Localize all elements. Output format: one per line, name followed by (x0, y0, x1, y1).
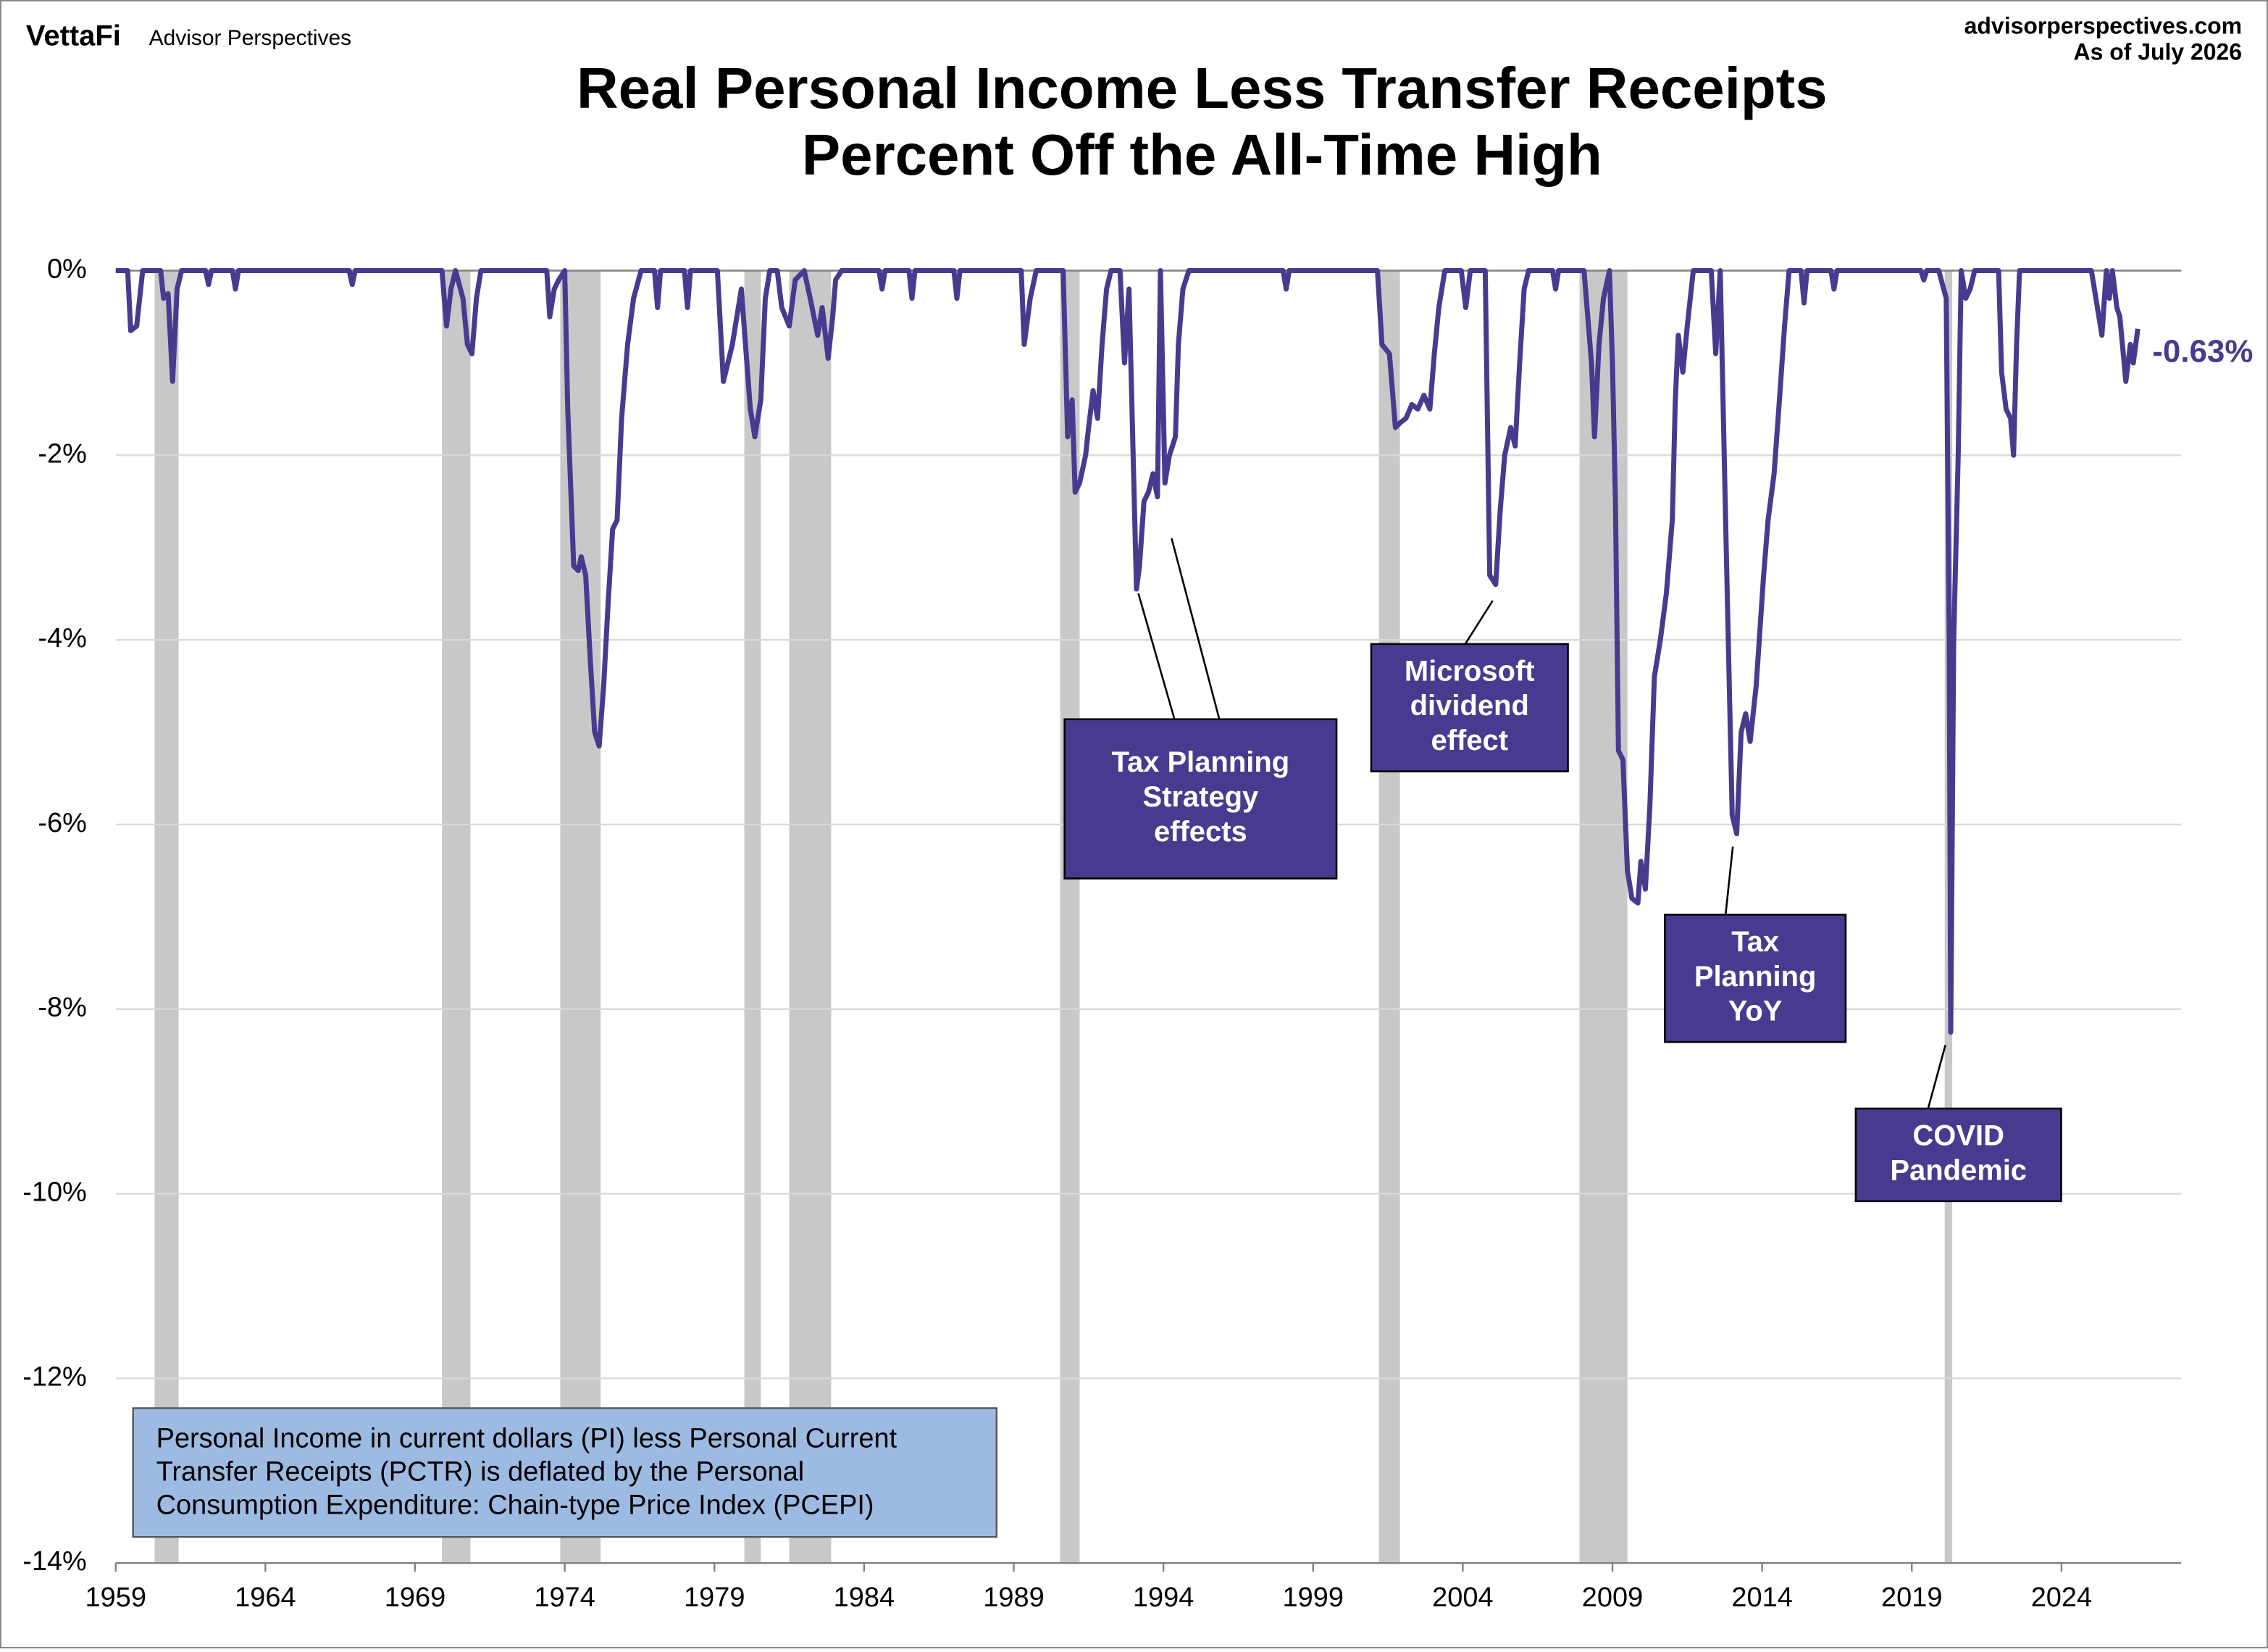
x-tick-label: 2019 (1881, 1582, 1942, 1613)
leader-line (1927, 1044, 1946, 1109)
annotation-box (1664, 914, 1847, 1043)
x-tick-label: 1979 (684, 1582, 745, 1613)
recession-band (560, 270, 601, 1564)
annotation-text: effects (1154, 816, 1247, 848)
note-text: Transfer Receipts (PCTR) is deflated by … (156, 1456, 805, 1487)
annotation-box (1854, 1107, 2062, 1203)
recession-band (789, 270, 832, 1564)
annotation-text: Tax Planning (1112, 746, 1290, 778)
leader-line (1724, 846, 1734, 915)
y-tick-label: -8% (38, 993, 86, 1023)
x-tick-label: 2014 (1731, 1582, 1792, 1613)
chart-title: Real Personal Income Less Transfer Recei… (577, 56, 1828, 120)
x-tick-label: 1964 (235, 1582, 296, 1613)
annotation-text: Strategy (1142, 781, 1258, 813)
recession-band (154, 270, 179, 1564)
y-tick-label: -2% (38, 438, 86, 469)
x-tick-label: 1969 (385, 1582, 445, 1613)
x-tick-label: 1959 (85, 1582, 146, 1613)
x-tick-label: 2024 (2031, 1582, 2092, 1613)
x-tick-label: 1994 (1133, 1582, 1194, 1613)
recession-band (1378, 270, 1400, 1564)
data-line (115, 268, 2141, 1035)
recession-band (1579, 270, 1628, 1564)
annotation-text: YoY (1728, 996, 1783, 1027)
annotation-text: dividend (1410, 690, 1529, 722)
leader-line (1171, 538, 1221, 720)
annotation-text: COVID (1912, 1119, 2004, 1151)
annotation-text: effect (1431, 725, 1508, 756)
brand: VettaFi (26, 20, 121, 51)
annotation-text: Pandemic (1890, 1154, 2027, 1186)
x-tick-label: 2009 (1582, 1582, 1643, 1613)
annotation-text: Microsoft (1405, 655, 1535, 687)
y-tick-label: -14% (22, 1546, 87, 1577)
annotation-text: Tax (1731, 926, 1779, 958)
x-tick-label: 1999 (1283, 1582, 1344, 1613)
site: advisorperspectives.com (1964, 12, 2242, 38)
y-tick-label: -6% (38, 808, 86, 838)
y-tick-label: -4% (38, 623, 86, 654)
x-tick-label: 1989 (983, 1582, 1044, 1613)
y-tick-label: -10% (22, 1177, 87, 1208)
recession-band (442, 270, 471, 1564)
chart-title: Percent Off the All-Time High (802, 122, 1602, 187)
x-tick-label: 2004 (1432, 1582, 1493, 1613)
x-tick-label: 1984 (834, 1582, 895, 1613)
annotation-box (1370, 643, 1569, 772)
end-value-label: -0.63% (2152, 333, 2253, 369)
recession-band (744, 270, 761, 1564)
y-tick-label: -12% (22, 1361, 87, 1392)
note-box (132, 1407, 998, 1538)
annotation-text: Planning (1694, 961, 1817, 993)
x-tick-label: 1974 (534, 1582, 595, 1613)
note-text: Consumption Expenditure: Chain-type Pric… (156, 1490, 874, 1520)
leader-line (1137, 593, 1176, 720)
annotation-box (1063, 718, 1338, 880)
note-text: Personal Income in current dollars (PI) … (156, 1423, 897, 1453)
publisher: Advisor Perspectives (149, 26, 351, 50)
leader-line (1464, 600, 1494, 645)
as-of: As of July 2026 (2074, 38, 2243, 64)
y-tick-label: 0% (47, 254, 87, 285)
